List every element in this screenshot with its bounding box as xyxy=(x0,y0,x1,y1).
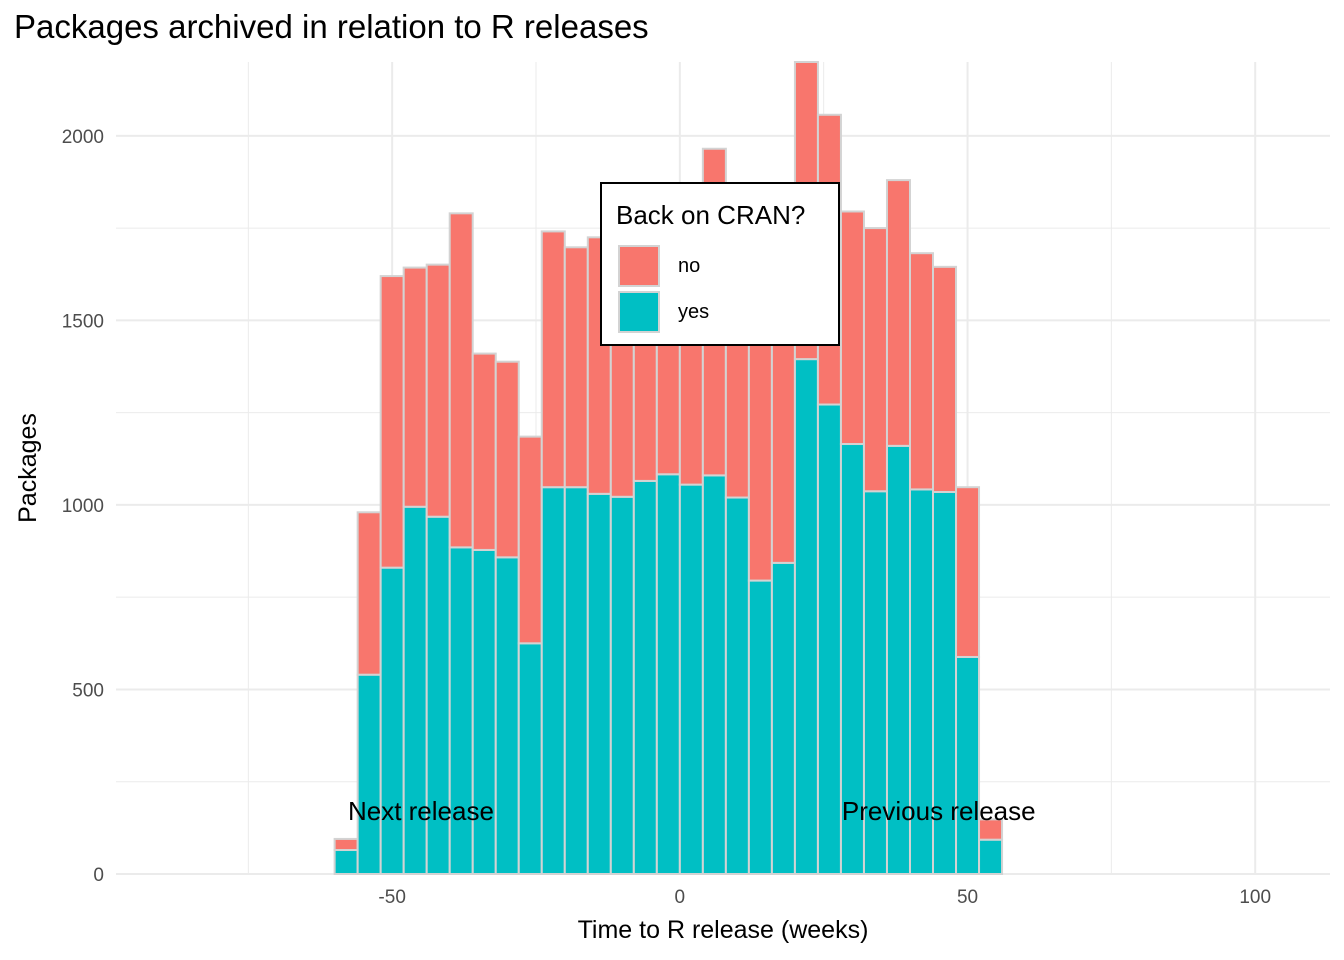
bar-no xyxy=(540,230,566,489)
bar-yes xyxy=(632,479,658,875)
legend-title: Back on CRAN? xyxy=(616,200,806,230)
x-tick-label: 0 xyxy=(675,887,686,908)
legend-item-no: no xyxy=(618,245,828,289)
bar-yes xyxy=(379,566,405,875)
bar-yes xyxy=(678,483,704,875)
bar-no xyxy=(862,227,888,493)
y-tick-label: 1500 xyxy=(62,311,104,332)
bar-no xyxy=(379,275,405,569)
x-tick-label: 50 xyxy=(957,887,978,908)
bar-no xyxy=(402,266,428,508)
legend-label-no: no xyxy=(678,255,701,277)
bar-no xyxy=(563,246,589,489)
bar-yes xyxy=(586,492,612,875)
bar-yes xyxy=(816,403,842,875)
y-tick-label: 1000 xyxy=(62,496,104,517)
bar-no xyxy=(839,210,865,446)
bar-yes xyxy=(978,838,1004,876)
bar-no xyxy=(517,435,543,645)
y-tick-label: 0 xyxy=(93,865,104,886)
x-tick-label: 100 xyxy=(1239,887,1271,908)
bar-no xyxy=(494,360,520,559)
x-axis-title: Time to R release (weeks) xyxy=(578,916,869,944)
bar-yes xyxy=(563,486,589,875)
annotations: Next release Previous release xyxy=(348,796,1036,826)
legend-swatch-no xyxy=(618,245,660,287)
bar-no xyxy=(955,486,981,658)
bar-yes xyxy=(540,486,566,875)
bar-no xyxy=(885,179,911,447)
bar-no xyxy=(333,837,359,852)
bar-yes xyxy=(655,473,681,875)
bar-no xyxy=(978,818,1004,841)
bar-yes xyxy=(724,496,750,875)
bar-yes xyxy=(747,579,773,876)
bar-no xyxy=(448,212,474,549)
bar-yes xyxy=(356,673,382,876)
bar-no xyxy=(356,511,382,676)
x-tick-label: -50 xyxy=(378,887,405,908)
bar-yes xyxy=(793,358,819,876)
annotation-label: Next release xyxy=(348,796,494,826)
bar-yes xyxy=(333,849,359,876)
y-tick-label: 500 xyxy=(72,680,104,701)
legend-item-yes: yes xyxy=(618,291,828,335)
y-axis-title: Packages xyxy=(14,413,42,523)
bar-yes xyxy=(955,655,981,875)
bar-no xyxy=(425,263,451,518)
legend: Back on CRAN? no yes xyxy=(600,182,840,346)
annotation-label: Previous release xyxy=(842,796,1036,826)
bar-yes xyxy=(770,561,796,876)
chart-title: Packages archived in relation to R relea… xyxy=(14,8,649,45)
bar-no xyxy=(471,352,497,551)
legend-swatch-yes xyxy=(618,291,660,333)
bar-no xyxy=(932,265,958,493)
bar-no xyxy=(908,252,935,491)
bar-yes xyxy=(494,556,520,875)
legend-label-yes: yes xyxy=(678,301,710,323)
bar-yes xyxy=(609,495,635,875)
bar-yes xyxy=(701,474,727,875)
bar-yes xyxy=(517,642,543,875)
y-tick-label: 2000 xyxy=(62,127,104,148)
